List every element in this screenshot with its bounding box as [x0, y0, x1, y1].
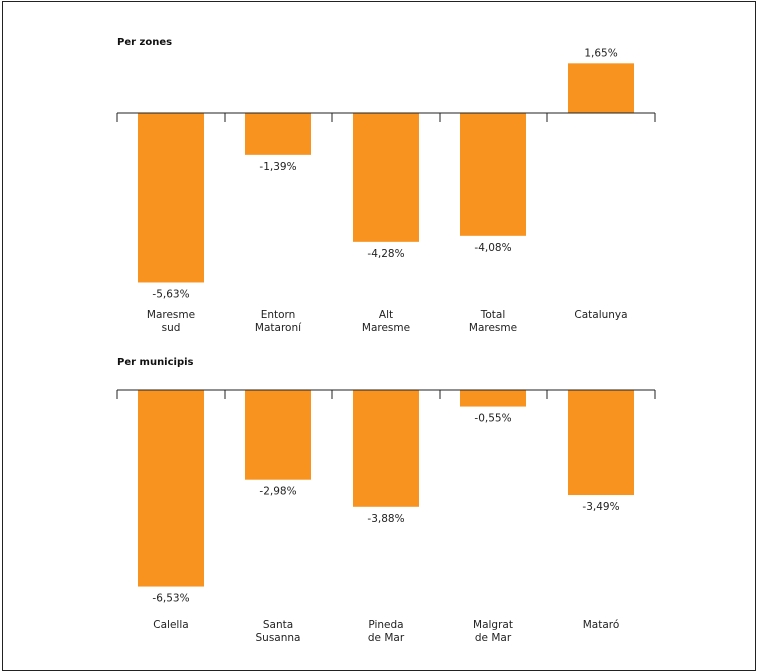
data-label: -3,49%: [582, 501, 619, 513]
category-label: Malgrat de Mar: [473, 619, 513, 644]
data-label: -3,88%: [367, 513, 404, 525]
data-label: -6,53%: [152, 593, 189, 605]
bar: [353, 390, 419, 507]
bar: [460, 113, 526, 236]
bar: [138, 113, 204, 283]
bar: [460, 390, 526, 407]
bar: [353, 113, 419, 242]
category-label: Entorn Mataroní: [255, 309, 302, 334]
bar: [245, 390, 311, 480]
category-label: Calella: [153, 619, 188, 631]
panel-title: Per municipis: [117, 357, 194, 368]
panel-title: Per zones: [117, 37, 172, 48]
data-label: -0,55%: [474, 413, 511, 425]
category-label: Alt Maresme: [362, 309, 410, 334]
data-label: -2,98%: [259, 486, 296, 498]
data-label: -4,28%: [367, 248, 404, 260]
data-label: -1,39%: [259, 161, 296, 173]
bar: [245, 113, 311, 155]
bar: [568, 63, 634, 113]
category-label: Santa Susanna: [256, 619, 301, 644]
category-label: Total Maresme: [469, 309, 517, 334]
data-label: 1,65%: [584, 47, 617, 59]
category-label: Maresme sud: [147, 309, 195, 334]
category-label: Catalunya: [574, 309, 627, 321]
bar: [568, 390, 634, 496]
data-label: -4,08%: [474, 242, 511, 254]
data-label: -5,63%: [152, 288, 189, 300]
category-label: Pineda de Mar: [368, 619, 405, 644]
category-label: Mataró: [583, 619, 620, 631]
bar: [138, 390, 204, 587]
